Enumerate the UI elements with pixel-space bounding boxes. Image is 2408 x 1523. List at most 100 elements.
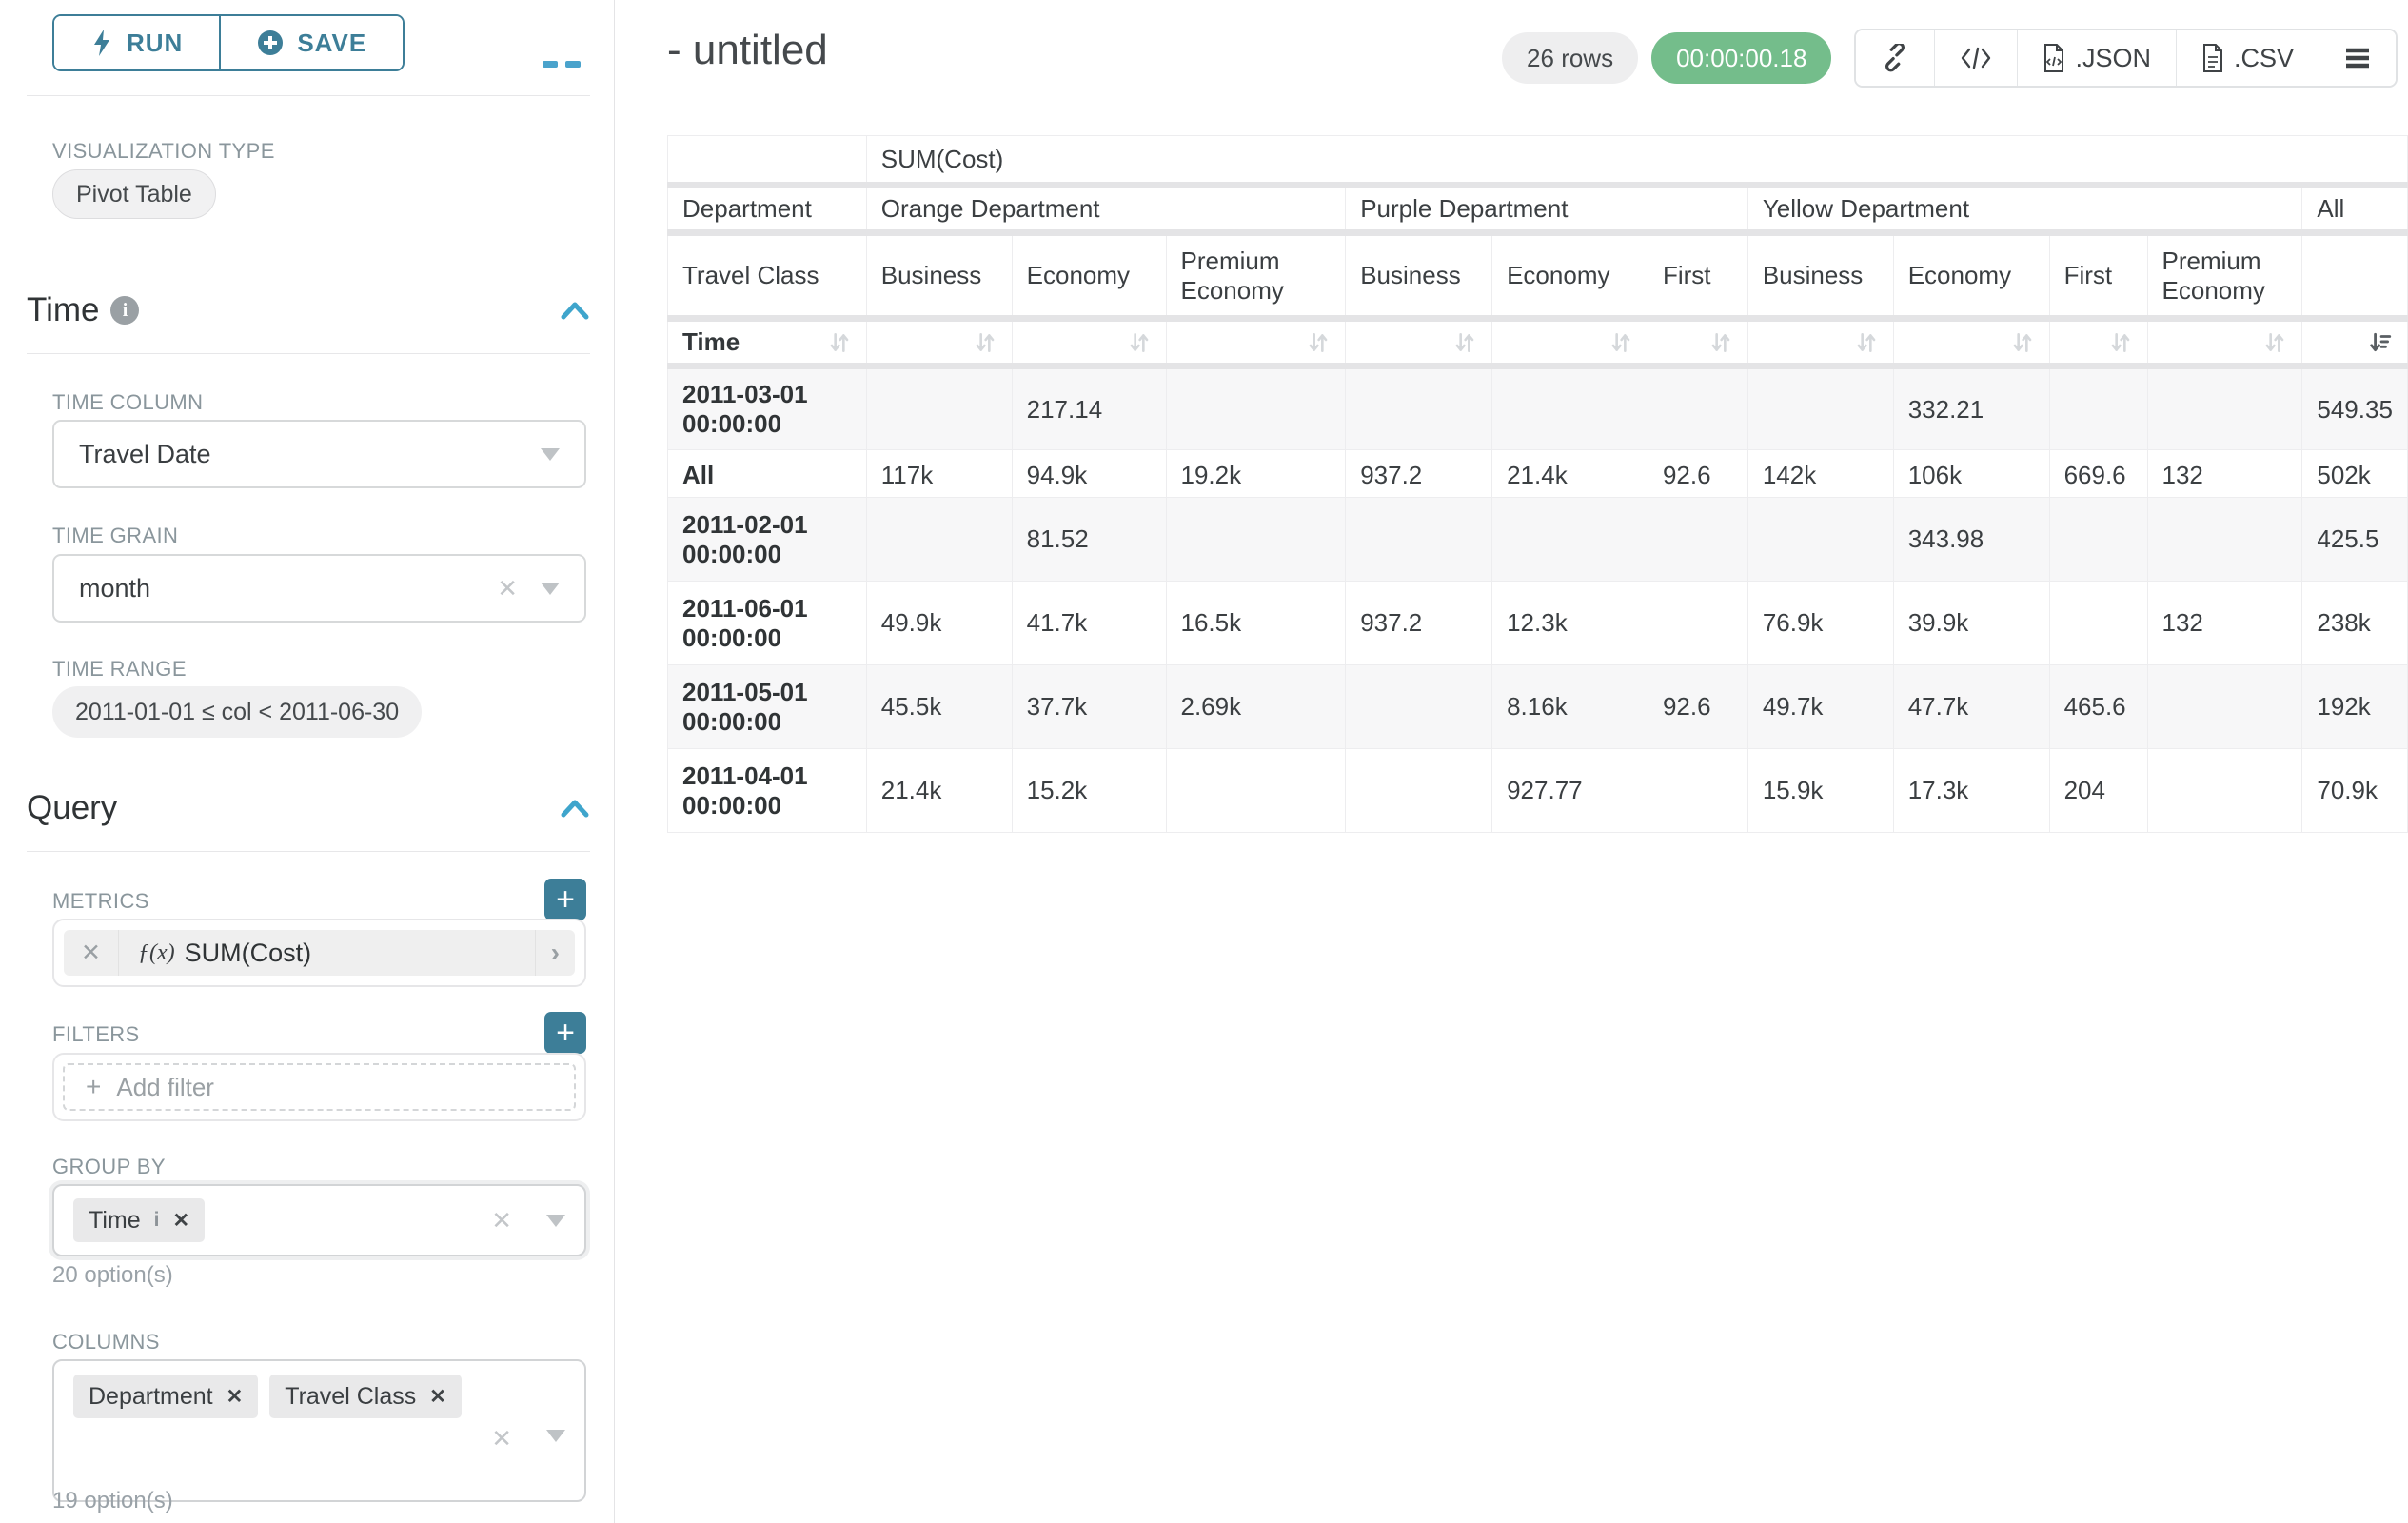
value-cell: 937.2 — [1345, 581, 1493, 665]
row-time-cell: 2011-06-01 00:00:00 — [667, 581, 867, 665]
column-sort-header[interactable] — [1892, 318, 2050, 369]
metric-header-cell: SUM(Cost) — [865, 135, 2408, 188]
value-cell: 142k — [1747, 449, 1894, 498]
column-sort-header[interactable] — [1491, 318, 1648, 369]
travel-class-header: First — [1647, 232, 1748, 322]
time-grain-select[interactable]: month ✕ — [52, 554, 586, 623]
time-column-select[interactable]: Travel Date — [52, 420, 586, 488]
chart-title[interactable]: - untitled — [667, 27, 828, 73]
clear-icon[interactable]: ✕ — [491, 1424, 512, 1453]
column-sort-header[interactable] — [1165, 318, 1347, 369]
value-cell: 92.6 — [1647, 664, 1748, 749]
department-group-header: Purple Department — [1345, 185, 1748, 236]
value-cell: 669.6 — [2048, 449, 2148, 498]
column-sort-header[interactable] — [1747, 318, 1894, 369]
value-cell: 192k — [2301, 664, 2408, 749]
row-time-cell: 2011-04-01 00:00:00 — [667, 748, 867, 833]
value-cell — [2146, 664, 2303, 749]
export-csv-button[interactable]: .CSV — [2176, 30, 2319, 86]
travel-class-header: Business — [865, 232, 1013, 322]
column-sort-header[interactable] — [2048, 318, 2148, 369]
travel-class-header: First — [2048, 232, 2148, 322]
add-filter-plus-button[interactable]: + — [544, 1012, 586, 1054]
sort-icon — [2111, 332, 2129, 352]
columns-select[interactable]: Department ✕ Travel Class ✕ ✕ — [52, 1359, 586, 1502]
travel-class-header: Economy — [1011, 232, 1167, 322]
menu-button[interactable] — [2319, 30, 2396, 86]
share-link-button[interactable] — [1856, 30, 1936, 86]
chevron-down-icon — [541, 582, 560, 595]
chevron-up-icon[interactable] — [565, 61, 581, 68]
pivot-corner-cell — [667, 135, 867, 188]
value-cell — [865, 366, 1013, 450]
menu-icon — [2346, 48, 2369, 69]
visualization-type-pill[interactable]: Pivot Table — [52, 169, 216, 219]
value-cell: 465.6 — [2048, 664, 2148, 749]
link-icon — [1885, 44, 1905, 72]
embed-code-button[interactable] — [1935, 30, 2019, 86]
run-button[interactable]: RUN — [54, 16, 222, 69]
value-cell — [1345, 748, 1493, 833]
save-button[interactable]: SAVE — [221, 16, 404, 69]
remove-metric-icon[interactable]: ✕ — [64, 930, 119, 976]
value-cell: 47.7k — [1892, 664, 2050, 749]
value-cell — [1165, 366, 1347, 450]
table-row: All 117k 94.9k 19.2k 937.2 21.4k 92.6 142k 106k 6… — [667, 449, 2408, 498]
chevron-right-icon[interactable]: › — [534, 930, 575, 976]
time-sort-header[interactable]: Time — [667, 318, 867, 369]
value-cell — [1345, 664, 1493, 749]
pivot-table: SUM(Cost) Department Orange Department Purp… — [667, 135, 2408, 833]
value-cell — [1647, 581, 1748, 665]
plus-circle-icon — [258, 30, 284, 55]
metric-pill[interactable]: ✕ ƒ(x) SUM(Cost) › — [64, 930, 575, 976]
add-metric-button[interactable]: + — [544, 879, 586, 920]
table-row: 2011-06-01 00:00:00 49.9k 41.7k 16.5k 937.2 1… — [667, 581, 2408, 665]
value-cell: 343.98 — [1892, 497, 2050, 582]
remove-tag-icon[interactable]: ✕ — [172, 1209, 190, 1232]
remove-tag-icon[interactable]: ✕ — [226, 1385, 244, 1408]
column-sort-header[interactable] — [865, 318, 1013, 369]
table-row: 2011-02-01 00:00:00 81.52 343.98 425.5 — [667, 497, 2408, 582]
value-cell: 41.7k — [1011, 581, 1167, 665]
sort-icon — [1857, 332, 1876, 352]
value-cell — [1647, 748, 1748, 833]
lightning-icon — [94, 30, 109, 56]
column-sort-header[interactable] — [2146, 318, 2303, 369]
clear-icon[interactable]: ✕ — [497, 573, 518, 603]
add-filter-button[interactable]: + Add filter — [63, 1063, 576, 1111]
department-group-header: Orange Department — [865, 185, 1347, 236]
value-cell — [2146, 366, 2303, 450]
group-by-select[interactable]: Time i ✕ ✕ — [52, 1184, 586, 1256]
clear-icon[interactable]: ✕ — [491, 1205, 512, 1235]
value-cell — [1165, 497, 1347, 582]
value-cell — [1165, 748, 1347, 833]
value-cell: 502k — [2301, 449, 2408, 498]
chevron-up-icon[interactable] — [560, 798, 590, 819]
value-cell — [1491, 366, 1648, 450]
column-sort-header[interactable] — [1647, 318, 1748, 369]
time-column-label: TIME COLUMN — [52, 390, 204, 414]
time-section-heading: Time i — [27, 291, 590, 329]
value-cell: 132 — [2146, 449, 2303, 498]
chevron-up-icon[interactable] — [560, 300, 590, 321]
value-cell: 39.9k — [1892, 581, 2050, 665]
columns-options-hint: 19 option(s) — [52, 1488, 173, 1513]
info-icon: i — [153, 1209, 160, 1231]
export-json-button[interactable]: .JSON — [2018, 30, 2177, 86]
column-sort-header[interactable] — [2301, 318, 2408, 369]
value-cell — [1345, 497, 1493, 582]
column-sort-header[interactable] — [1345, 318, 1493, 369]
pivot-table-container: SUM(Cost) Department Orange Department Purp… — [667, 135, 2408, 833]
value-cell — [1647, 497, 1748, 582]
value-cell: 204 — [2048, 748, 2148, 833]
value-cell — [2048, 497, 2148, 582]
time-range-pill[interactable]: 2011-01-01 ≤ col < 2011-06-30 — [52, 686, 423, 738]
query-section-heading: Query — [27, 789, 590, 827]
travel-class-axis-label: Travel Class — [667, 232, 867, 322]
sort-icon — [2013, 332, 2031, 352]
value-cell: 76.9k — [1747, 581, 1894, 665]
travel-class-header: Economy — [1892, 232, 2050, 322]
remove-tag-icon[interactable]: ✕ — [429, 1385, 446, 1408]
column-sort-header[interactable] — [1011, 318, 1167, 369]
value-cell: 937.2 — [1345, 449, 1493, 498]
